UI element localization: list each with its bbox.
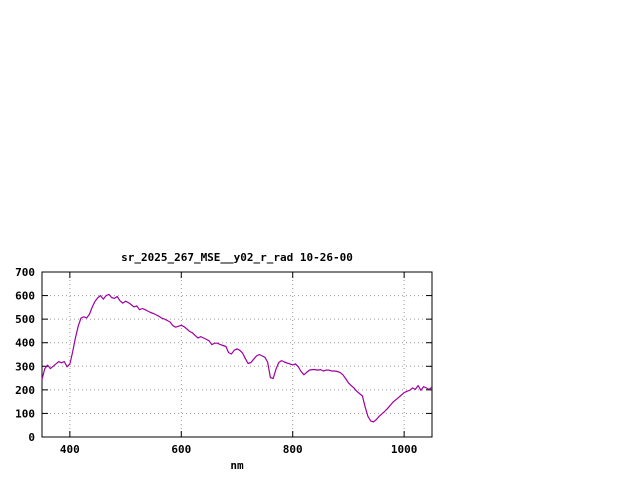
chart-title: sr_2025_267_MSE__y02_r_rad 10-26-00 — [121, 251, 353, 264]
x-tick-label: 1000 — [391, 443, 418, 456]
x-axis-label: nm — [230, 459, 244, 472]
y-tick-label: 600 — [15, 290, 35, 303]
y-tick-label: 500 — [15, 313, 35, 326]
y-tick-label: 400 — [15, 337, 35, 350]
y-tick-label: 0 — [28, 431, 35, 444]
x-tick-label: 600 — [171, 443, 191, 456]
y-tick-label: 100 — [15, 407, 35, 420]
y-tick-label: 300 — [15, 360, 35, 373]
y-tick-label: 700 — [15, 266, 35, 279]
x-tick-label: 400 — [60, 443, 80, 456]
x-tick-label: 800 — [283, 443, 303, 456]
y-tick-label: 200 — [15, 384, 35, 397]
radiance-series-line — [41, 293, 433, 423]
plot-border — [41, 271, 433, 438]
